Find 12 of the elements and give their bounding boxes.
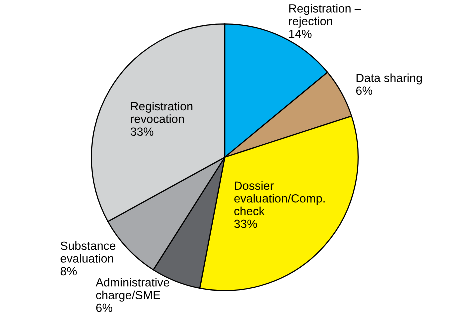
slice-label: Registration revocation: [131, 102, 193, 124]
data-label: 6%: [356, 86, 373, 96]
slice-label: Data sharing: [356, 74, 422, 85]
slice-label: Administrative charge/SME: [96, 278, 170, 302]
slice-label: Registration – rejection: [289, 4, 362, 28]
data-label: 14%: [289, 30, 312, 38]
data-label: 33%: [130, 128, 154, 136]
slice-label: Dossier evaluation/Comp. check: [234, 181, 325, 216]
data-label: 33%: [234, 220, 258, 228]
slice-label: Substance evaluation: [60, 242, 116, 263]
data-label: 6%: [96, 304, 113, 312]
data-label: 8%: [60, 267, 77, 276]
